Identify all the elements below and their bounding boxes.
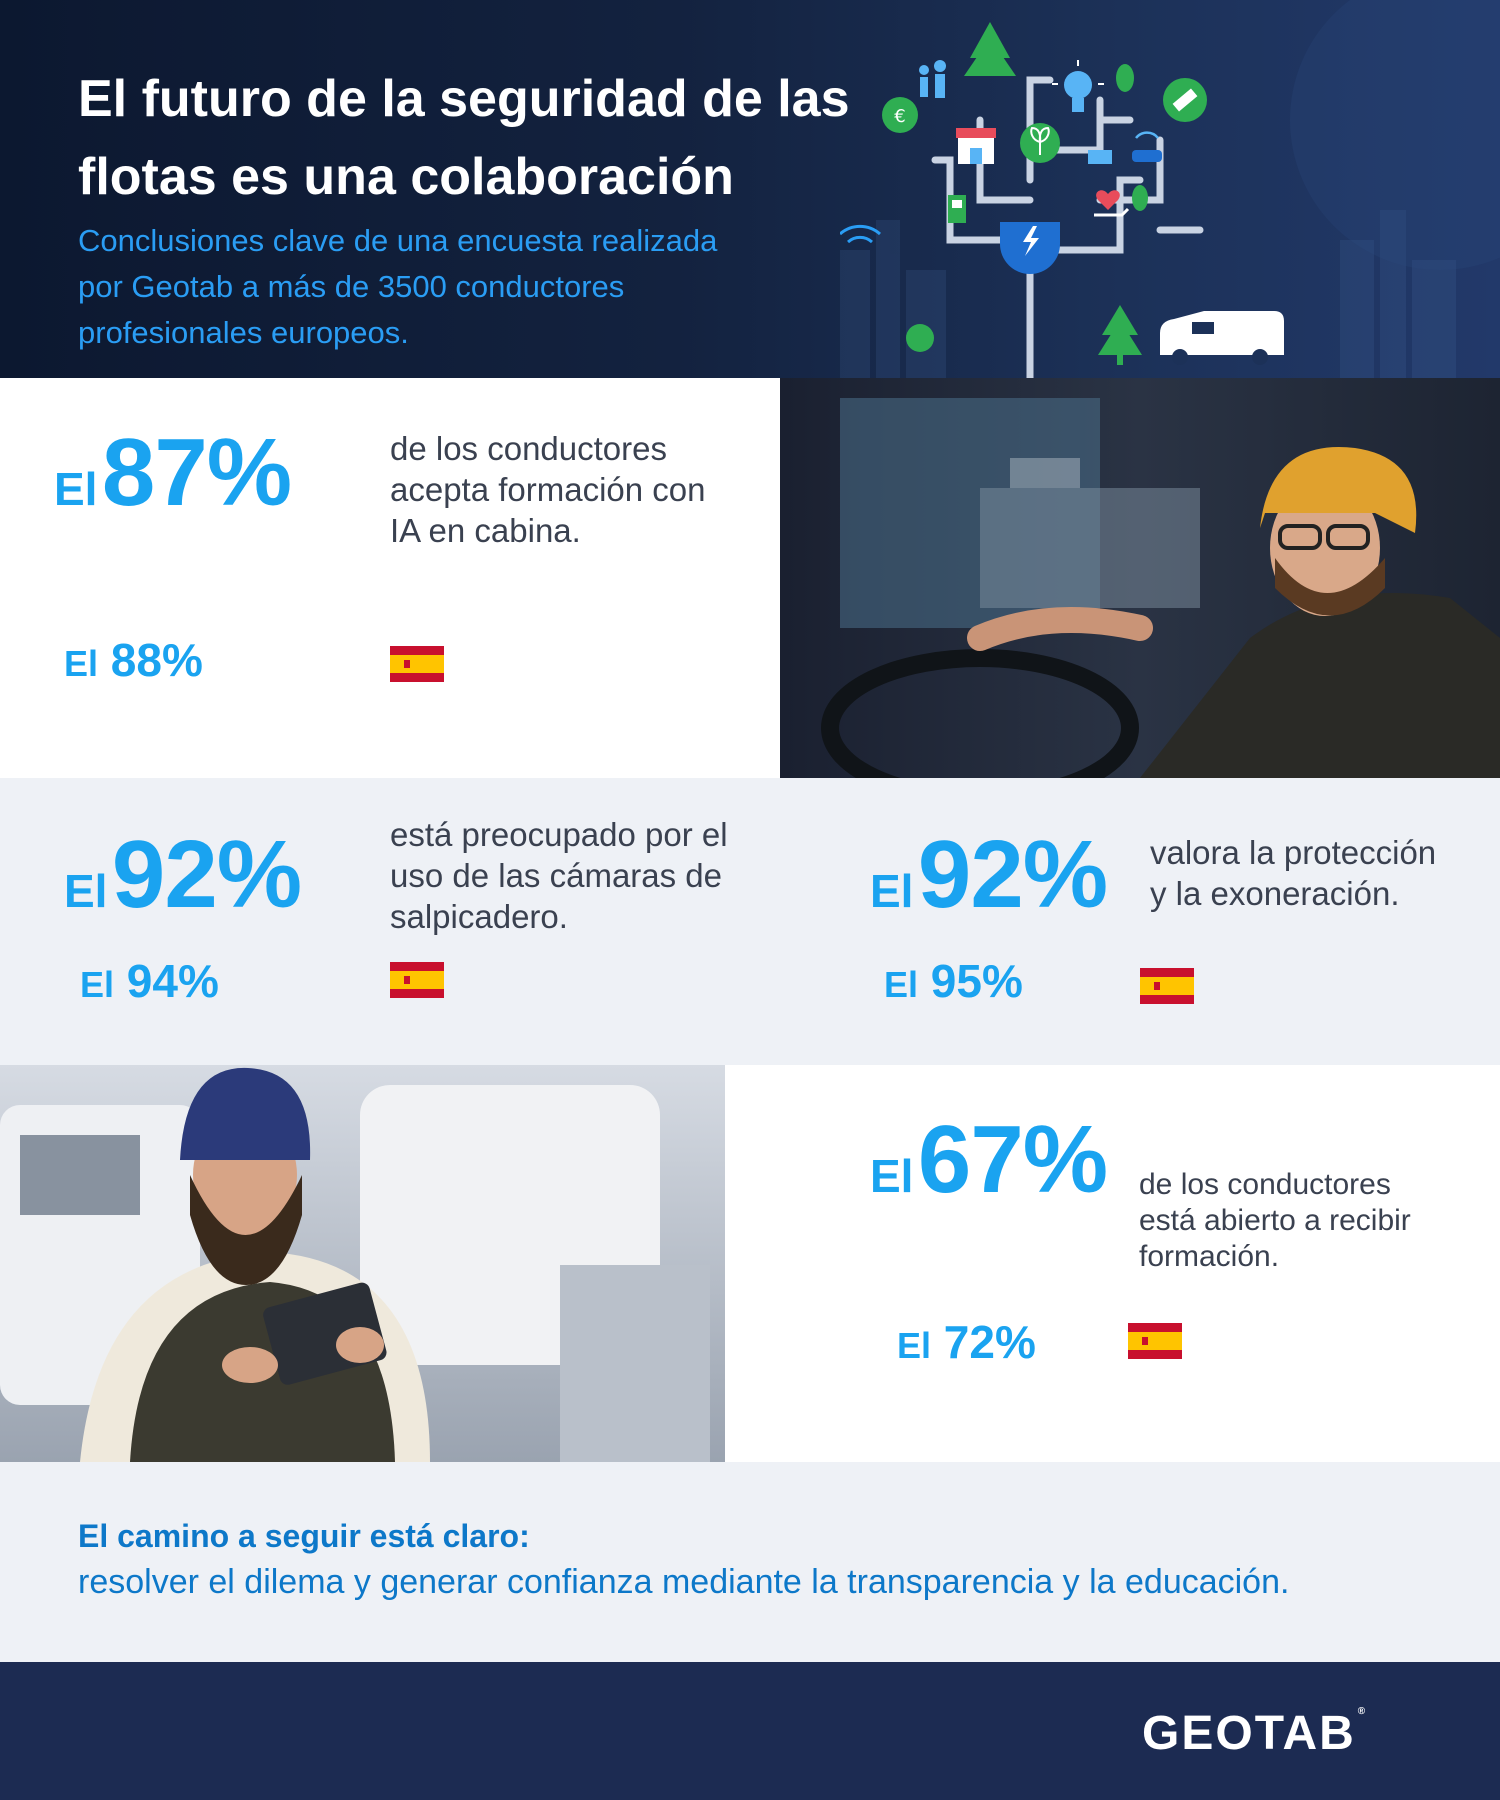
spain-flag-icon: [1140, 968, 1194, 1004]
spain-stat-prefix: El: [80, 964, 115, 1005]
euro-icon: €: [882, 97, 918, 133]
plug-icon: [1000, 222, 1060, 274]
desc-line: formación.: [1139, 1240, 1280, 1273]
spain-stat-prefix: El: [64, 643, 99, 684]
stat-headline: El 92%: [870, 820, 1108, 930]
page-subtitle: Conclusiones clave de una encuesta reali…: [78, 218, 838, 356]
driver-with-tablet-photo: [0, 1065, 725, 1462]
driver-in-cabin-photo: [780, 378, 1500, 778]
plant-icon: [1020, 123, 1060, 163]
connected-city-illustration: €: [840, 0, 1500, 378]
satellite-icon: [1163, 78, 1207, 122]
stat-description: está preocupado por el uso de las cámara…: [390, 814, 770, 937]
spain-flag-icon: [390, 646, 444, 682]
desc-line: y la exoneración.: [1150, 875, 1400, 912]
van-icon: [1160, 311, 1284, 365]
stat-prefix: El: [64, 865, 108, 917]
spain-stat: El 72%: [897, 1315, 1036, 1369]
geotab-logo: GEOTAB ®: [1142, 1706, 1368, 1760]
spain-stat: El 95%: [884, 954, 1023, 1008]
desc-line: está preocupado por el: [390, 816, 728, 853]
spain-stat-value: 95%: [930, 955, 1023, 1007]
stat-prefix: El: [870, 865, 914, 917]
stat-description: de los conductores acepta formación con …: [390, 428, 750, 551]
stat-headline: El 87%: [54, 418, 292, 528]
conclusion-panel: [0, 1462, 1500, 1662]
page-title: El futuro de la seguridad de las flotas …: [78, 60, 898, 216]
spain-stat-prefix: El: [897, 1325, 932, 1366]
stat-prefix: El: [54, 463, 98, 515]
desc-line: está abierto a recibir: [1139, 1204, 1411, 1237]
subtitle-line: Conclusiones clave de una encuesta reali…: [78, 223, 718, 258]
stat-panel-ai-training: El 87% de los conductores acepta formaci…: [0, 378, 780, 778]
heart-hand-icon: [1094, 190, 1130, 217]
stat-value: 92%: [917, 821, 1108, 928]
car-icon: [1132, 131, 1162, 162]
spain-stat-value: 72%: [943, 1316, 1036, 1368]
spain-stat-value: 88%: [110, 634, 203, 686]
header-banner: El futuro de la seguridad de las flotas …: [0, 0, 1500, 378]
logo-text: GEOTAB: [1142, 1707, 1356, 1760]
solar-panel-icon: [1088, 150, 1112, 164]
subtitle-line: por Geotab a más de 3500 conductores: [78, 269, 625, 304]
desc-line: valora la protección: [1150, 834, 1437, 871]
stat-panel-dashcams: El 92% está preocupado por el uso de las…: [0, 778, 1500, 1065]
spain-flag-icon: [390, 962, 444, 998]
footer-bar: [0, 1662, 1500, 1800]
lightbulb-icon: [1052, 60, 1104, 112]
conclusion-title: El camino a seguir está claro:: [78, 1518, 530, 1554]
conclusion-body: resolver el dilema y generar confianza m…: [78, 1563, 1290, 1601]
spain-stat-value: 94%: [126, 955, 219, 1007]
stat-panel-training: El 67% de los conductores está abierto a…: [725, 1065, 1500, 1462]
stat-headline: El 67%: [870, 1105, 1108, 1215]
stat-description: valora la protección y la exoneración.: [1150, 832, 1480, 914]
title-line: El futuro de la seguridad de las: [78, 70, 850, 128]
desc-line: IA en cabina.: [390, 512, 581, 549]
fuel-pump-icon: [948, 195, 966, 223]
desc-line: acepta formación con: [390, 471, 706, 508]
stat-value: 67%: [917, 1106, 1108, 1213]
spain-stat: El 94%: [80, 954, 219, 1008]
stat-headline: El 92%: [64, 820, 302, 930]
family-icon: [919, 60, 946, 98]
desc-line: uso de las cámaras de: [390, 857, 723, 894]
subtitle-line: profesionales europeos.: [78, 315, 409, 350]
desc-line: de los conductores: [390, 430, 668, 467]
spain-stat-prefix: El: [884, 964, 919, 1005]
desc-line: salpicadero.: [390, 898, 568, 935]
stat-description: de los conductores está abierto a recibi…: [1139, 1167, 1479, 1275]
stat-value: 87%: [101, 419, 292, 526]
tree-icon: [1098, 305, 1142, 365]
tree-icon: [964, 22, 1016, 76]
title-line: flotas es una colaboración: [78, 148, 734, 206]
stat-value: 92%: [111, 821, 302, 928]
stat-prefix: El: [870, 1150, 914, 1202]
desc-line: de los conductores: [1139, 1168, 1391, 1201]
spain-stat: El 88%: [64, 633, 203, 687]
shop-icon: [956, 128, 996, 164]
spain-flag-icon: [1128, 1323, 1182, 1359]
svg-text:€: €: [894, 106, 905, 127]
